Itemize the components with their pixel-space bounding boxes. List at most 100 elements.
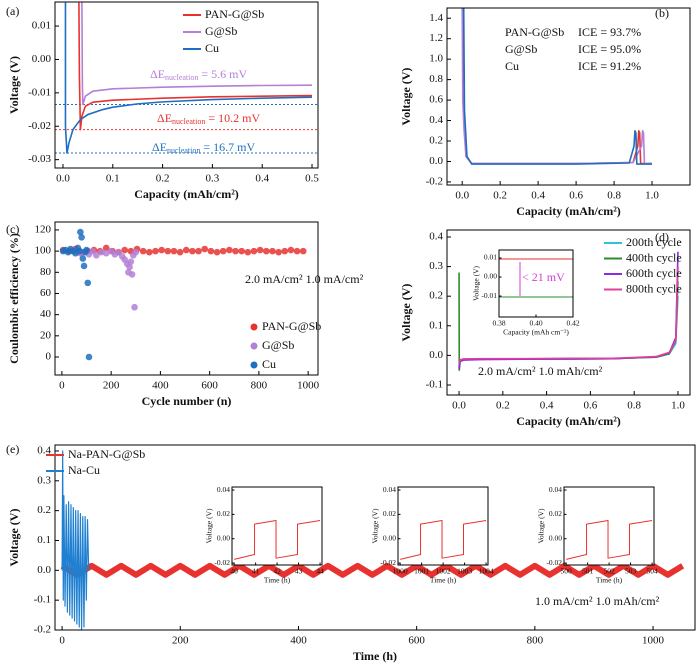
y-tick-label: 1.0 xyxy=(429,53,443,65)
y-axis-label: Voltage (V) xyxy=(399,284,413,342)
y-tick-label: 20 xyxy=(40,329,52,341)
scatter-point xyxy=(80,262,88,270)
plot-background xyxy=(55,222,318,375)
annotation-text: 1.0 mA/cm² 1.0 mAh/cm² xyxy=(535,594,660,608)
scatter-point xyxy=(293,247,301,255)
y-tick-label: 0.3 xyxy=(37,474,51,486)
x-tick-label: 200 xyxy=(103,380,120,392)
x-tick-label: 42 xyxy=(273,567,281,576)
scatter-point xyxy=(97,248,105,256)
y-tick-label: 0.4 xyxy=(429,231,443,243)
y-tick-label: 0.01 xyxy=(484,253,497,262)
plot-background xyxy=(564,487,654,565)
x-tick-label: 0.0 xyxy=(455,190,469,202)
scatter-point xyxy=(76,247,83,255)
x-tick-label: 1004 xyxy=(479,567,494,576)
y-tick-label: 1.2 xyxy=(429,32,443,44)
x-tick-label: 0.6 xyxy=(569,190,583,202)
scatter-point xyxy=(132,248,140,256)
scatter-point xyxy=(146,248,153,256)
x-tick-label: 0.8 xyxy=(607,190,621,202)
scatter-point xyxy=(77,228,84,236)
x-tick-label: 502 xyxy=(603,567,615,576)
series-line xyxy=(566,519,653,560)
annotation-text: < 21 mV xyxy=(522,270,565,284)
y-tick-label: 0.04 xyxy=(549,485,562,494)
x-tick-label: 0.3 xyxy=(206,173,220,185)
annotation-text: 2.0 mA/cm² 1.0 mAh/cm² xyxy=(478,364,603,378)
annotation-value: = 10.2 mV xyxy=(205,111,260,125)
x-tick-label: 800 xyxy=(527,635,544,647)
x-tick-label: 0.4 xyxy=(531,190,545,202)
scatter-point xyxy=(244,248,252,256)
x-axis-label: Capacity (mAh/cm²) xyxy=(134,187,239,201)
scatter-point xyxy=(78,234,85,241)
plot-area xyxy=(499,258,573,298)
x-tick-label: 500 xyxy=(561,567,573,576)
plot-frame xyxy=(54,221,319,376)
y-tick-label: 40 xyxy=(40,308,52,320)
scatter-point xyxy=(121,246,128,254)
annotation-value: = 16.7 mV xyxy=(200,140,255,154)
y-tick-label: 0.4 xyxy=(429,114,443,126)
annotation: 2.0 mA/cm² 1.0 mAh/cm² xyxy=(478,364,603,378)
x-tick-label: 0.5 xyxy=(305,173,319,185)
y-tick-label: 0.1 xyxy=(37,534,51,546)
legend-label: G@Sb xyxy=(262,338,294,352)
x-axis-label: Time (h) xyxy=(596,576,623,585)
plot-area xyxy=(458,251,679,371)
x-tick-label: 600 xyxy=(201,380,218,392)
x-tick-label: 0.2 xyxy=(156,173,170,185)
x-tick-label: 1.0 xyxy=(645,190,659,202)
x-tick-label: 43 xyxy=(295,567,303,576)
scatter-point xyxy=(189,247,196,255)
scatter-point xyxy=(84,279,92,287)
series-line xyxy=(400,519,487,560)
x-tick-label: 1001 xyxy=(414,567,429,576)
y-tick-label: 0.00 xyxy=(32,53,52,65)
y-tick-label: 0.0 xyxy=(429,155,443,167)
x-axis-label: Time (h) xyxy=(264,576,291,585)
y-tick-label: 0.02 xyxy=(383,509,396,518)
x-tick-label: 0.38 xyxy=(492,319,505,328)
x-tick-label: 0.0 xyxy=(56,173,70,185)
scatter-point xyxy=(152,247,159,255)
series-line xyxy=(61,450,90,630)
y-tick-label: -0.2 xyxy=(426,175,443,187)
panel-label: (d) xyxy=(655,230,669,244)
series-line xyxy=(78,2,313,131)
y-axis-label: Voltage (V) xyxy=(7,56,21,114)
x-tick-label: 503 xyxy=(625,567,637,576)
x-axis-label: Time (h) xyxy=(430,576,457,585)
scatter-point xyxy=(195,247,202,255)
x-tick-label: 0.42 xyxy=(566,319,579,328)
annotation-value: = 5.6 mV xyxy=(198,67,247,81)
y-tick-label: 0 xyxy=(46,351,52,363)
scatter-point xyxy=(131,303,138,311)
plot-frame xyxy=(446,229,691,396)
y-tick-label: -0.02 xyxy=(28,120,51,132)
ice-label: ICE = 95.0% xyxy=(578,42,641,56)
y-tick-label: 0.00 xyxy=(217,533,230,542)
x-tick-label: 1000 xyxy=(642,635,665,647)
annotation: 2.0 mA/cm² 1.0 mA/cm² xyxy=(245,272,364,286)
scatter-point xyxy=(126,263,133,271)
plot-background xyxy=(232,487,322,565)
plot-frame xyxy=(54,444,696,631)
y-tick-label: 0.00 xyxy=(383,533,396,542)
scatter-point xyxy=(269,247,276,255)
x-tick-label: 400 xyxy=(152,380,169,392)
y-tick-label: 80 xyxy=(40,266,52,278)
y-axis-label: Voltage (V) xyxy=(399,68,413,126)
plot-area xyxy=(234,519,321,560)
legend-label: G@Sb xyxy=(205,24,237,38)
x-tick-label: 0.0 xyxy=(452,400,466,412)
annotation-text: ΔE xyxy=(150,67,165,81)
y-axis-label: Voltage (V) xyxy=(7,509,21,567)
scatter-point xyxy=(250,247,258,255)
legend-label: PAN-G@Sb xyxy=(205,7,264,21)
series-line xyxy=(462,8,653,165)
x-tick-label: 0.1 xyxy=(106,173,120,185)
